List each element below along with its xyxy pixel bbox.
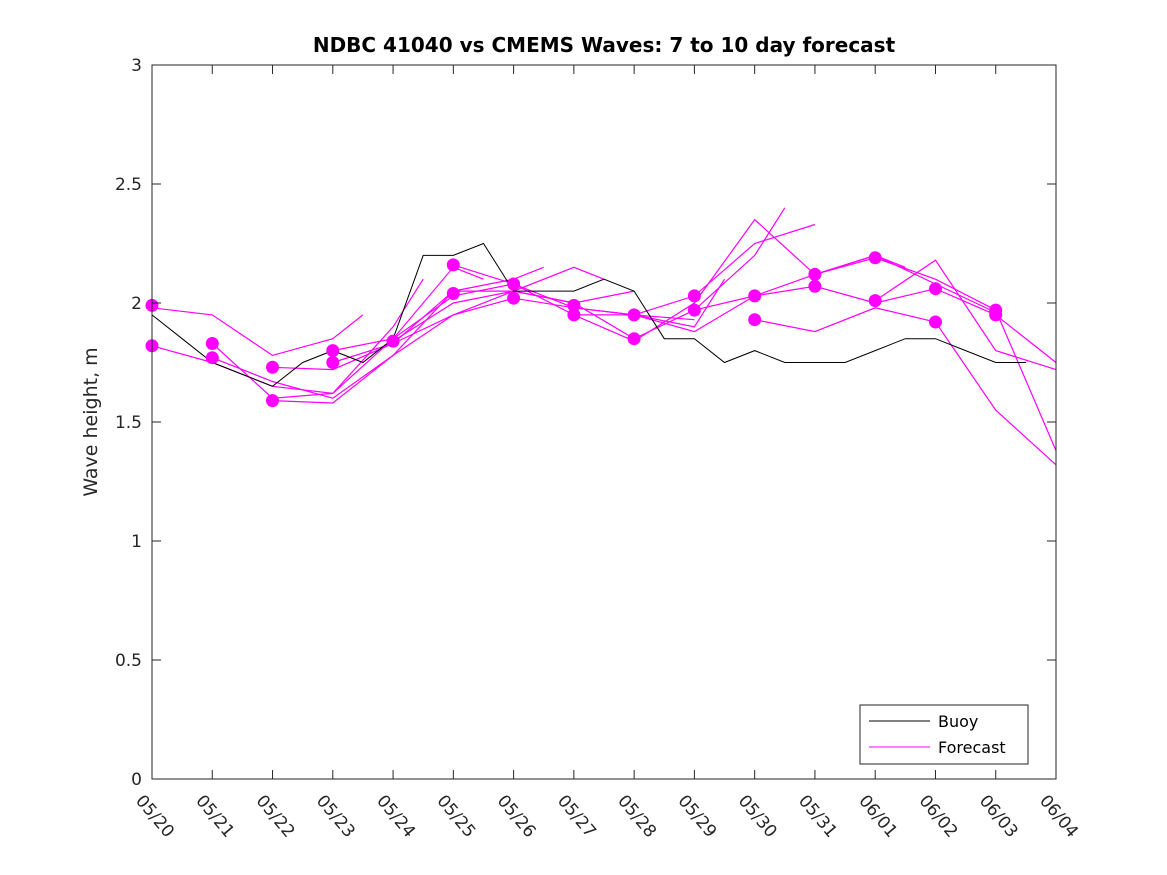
forecast-marker [205,351,219,365]
x-tick-label: 05/22 [252,791,299,841]
forecast-marker [808,279,822,293]
y-tick-label: 0 [131,770,142,790]
y-tick-label: 3 [131,56,142,76]
x-tick-label: 06/03 [975,791,1022,841]
forecast-marker [205,337,219,350]
forecast-marker [326,356,340,369]
x-tick-label: 06/04 [1035,791,1082,841]
chart-title: NDBC 41040 vs CMEMS Waves: 7 to 10 day f… [313,33,896,57]
forecast-marker [567,308,581,322]
legend-box [859,704,1029,765]
forecast-marker [266,360,279,374]
y-tick-label: 2 [131,294,142,314]
forecast-marker [446,287,460,300]
x-tick-label: 06/01 [854,791,901,841]
forecast-run-line-2 [211,266,484,399]
buoy-line [151,242,1026,387]
plot-background [152,65,1056,779]
forecast-marker [748,289,762,303]
forecast-marker [929,315,942,329]
forecast-run-line-7 [332,278,726,364]
y-tick-label: 0.5 [115,651,142,671]
forecast-marker [507,291,521,305]
x-tick-label: 05/28 [613,791,660,841]
x-tick-label: 05/25 [433,791,480,841]
legend-forecast-label: Forecast [938,738,1006,757]
forecast-run-line-0 [151,307,364,357]
forecast-marker [748,313,762,327]
legend: Buoy Forecast [859,704,1029,765]
x-tick-label: 05/20 [131,791,178,841]
x-tick-label: 05/21 [191,791,238,841]
forecast-marker [687,303,701,317]
forecast-marker [386,334,400,348]
forecast-marker [567,298,581,312]
y-tick-label: 1 [131,532,142,552]
forecast-marker [446,258,460,272]
forecast-marker [627,308,641,322]
x-tick-label: 05/27 [553,791,600,841]
x-tick-label: 05/31 [794,791,841,841]
forecast-marker [266,394,279,408]
y-axis-label: Wave height, m [80,347,102,496]
forecast-run-line-13 [754,307,1057,466]
forecast-marker [808,267,822,281]
forecast-marker [929,282,942,296]
forecast-run-line-15 [874,259,1057,371]
forecast-run-line-8 [392,207,786,342]
x-tick-label: 05/23 [312,791,359,841]
x-tick-label: 06/02 [915,791,962,841]
legend-buoy-label: Buoy [938,712,978,731]
forecast-marker [868,294,882,308]
x-tick-label: 05/26 [493,791,540,841]
forecast-marker [868,251,882,265]
x-tick-label: 05/29 [674,791,721,841]
forecast-marker [326,344,340,358]
x-tick-label: 05/24 [372,791,419,841]
forecast-marker [627,332,641,346]
y-tick-label: 2.5 [115,175,142,195]
plot-area [152,65,1056,779]
y-tick-label: 1.5 [115,413,142,433]
x-tick-label: 05/30 [734,791,781,841]
forecast-marker [687,289,701,303]
forecast-marker [507,277,521,291]
series-layer [145,207,1057,466]
forecast-marker [989,308,1003,322]
